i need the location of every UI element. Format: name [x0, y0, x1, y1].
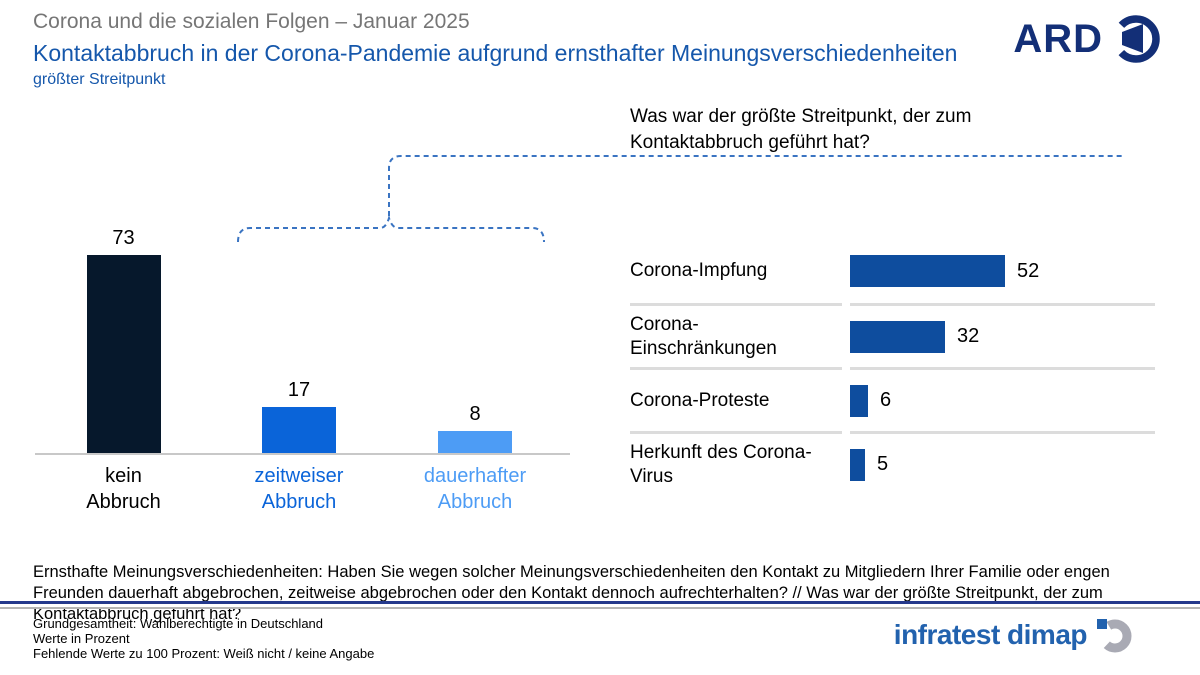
category-label: Corona-Impfung	[630, 260, 768, 281]
category-label: Herkunft des Corona-Virus	[630, 431, 842, 495]
bar-value-label: 17	[287, 379, 311, 401]
bar	[850, 320, 945, 353]
bar-zone: 5	[850, 431, 1155, 495]
page-subtitle: größter Streitpunkt	[33, 71, 166, 88]
footnotes: Grundgesamtheit: Wahlberechtigte in Deut…	[33, 616, 374, 661]
category-label: Corona-Proteste	[630, 367, 842, 431]
horizontal-bar-row: Corona-Proteste 6	[630, 367, 1155, 431]
horizontal-bar-row: Herkunft des Corona-Virus 5	[630, 431, 1155, 495]
category-label: Corona-Einschränkungen	[630, 303, 842, 367]
bar-zone: 6	[850, 367, 1155, 431]
dashed-brace-connector-icon	[237, 155, 1125, 243]
right-bar-chart: Corona-Impfung 52 Corona-Einschränkungen 32…	[630, 239, 1155, 495]
footer-divider-navy	[0, 601, 1200, 604]
category-label: kein Abbruch	[86, 465, 161, 513]
bar-zone: 32	[850, 303, 1155, 367]
infratest-dimap-logo-text: infratest dimap	[893, 619, 1088, 650]
footnote-population: Grundgesamtheit: Wahlberechtigte in Deut…	[33, 616, 324, 631]
bar-value-label: 32	[957, 325, 980, 347]
footnote-unit: Werte in Prozent	[33, 631, 130, 646]
series-title: Corona und die sozialen Folgen – Januar …	[33, 10, 470, 33]
vertical-bar-group: 73	[49, 225, 199, 453]
horizontal-bar-row: Corona-Einschränkungen 32	[630, 303, 1155, 367]
bar	[262, 407, 336, 453]
bar-value-label: 6	[880, 389, 892, 411]
infratest-dimap-mark-icon	[1097, 619, 1132, 653]
page-title: Kontaktabbruch in der Corona-Pandemie au…	[33, 40, 958, 66]
header: Corona und die sozialen Folgen – Januar …	[33, 8, 1033, 90]
ard-logo: ARD	[1013, 12, 1163, 66]
x-axis-line	[35, 453, 570, 455]
vertical-bar-group: 17	[224, 225, 374, 453]
ard-logo-text: ARD	[1013, 16, 1103, 61]
bar	[850, 255, 1005, 287]
bar	[86, 255, 161, 453]
bar	[850, 384, 868, 417]
footer-divider-gray	[0, 607, 1200, 609]
bar-value-label: 5	[877, 453, 889, 475]
category-label: zeitweiser Abbruch	[254, 465, 344, 513]
infratest-dimap-logo: infratest dimap	[894, 615, 1135, 655]
footnote-missing-values: Fehlende Werte zu 100 Prozent: Weiß nich…	[33, 646, 375, 661]
vertical-bar-group: 8	[400, 225, 550, 453]
bar	[850, 448, 865, 481]
bar-value-label: 52	[1017, 259, 1040, 282]
chart-question: Was war der größte Streitpunkt, der zum …	[630, 106, 972, 153]
bar	[438, 431, 512, 453]
bar-value-label: 73	[112, 227, 135, 249]
category-label: dauerhafter Abbruch	[423, 465, 527, 513]
horizontal-bar-row: Corona-Impfung 52	[630, 239, 1155, 303]
bar-value-label: 8	[469, 403, 481, 425]
ard-one-icon	[1112, 15, 1160, 63]
survey-question-text: Ernsthafte Meinungsverschiedenheiten: Ha…	[33, 563, 1110, 623]
bar-zone: 52	[850, 239, 1155, 303]
left-bar-chart: 73 kein Abbruch 17 zeitweiser Abbruch 8 dauer…	[35, 225, 570, 513]
